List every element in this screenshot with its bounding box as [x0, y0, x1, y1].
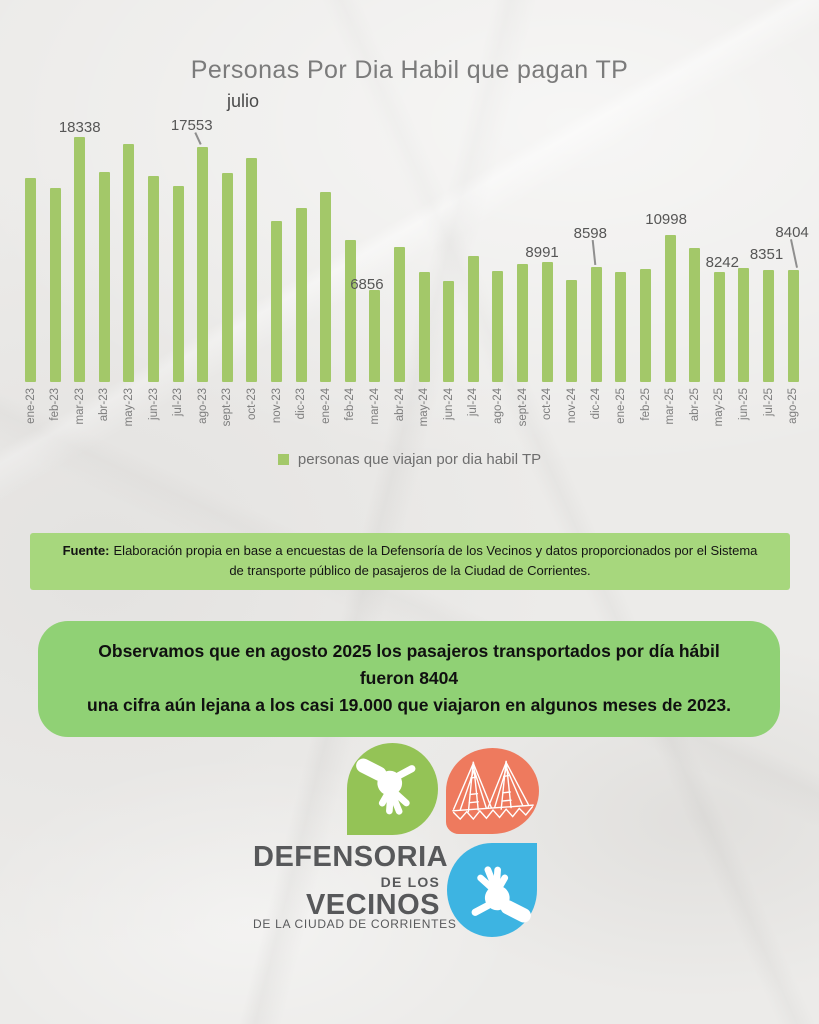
chart-title: Personas Por Dia Habil que pagan TP [190, 56, 629, 84]
bar-chart: ene-23 feb-23 mar-23 abr-23 may-23 jun-23 jul-… [18, 117, 810, 450]
bar-dic-23 [295, 208, 307, 382]
x-axis-label-feb-23: feb-23 [49, 388, 62, 421]
bar-abr-23 [98, 172, 110, 382]
x-axis-label-jun-24: jun-24 [442, 388, 455, 420]
x-axis-label-ago-23: ago-23 [196, 388, 209, 424]
logo-line-defensoria: DEFENSORIA [253, 841, 449, 873]
bar-oct-23 [246, 158, 258, 382]
legend-swatch [277, 454, 289, 465]
bar-feb-25 [640, 269, 651, 382]
x-axis-label-abr-24: abr-24 [393, 388, 406, 422]
data-label-oct-24: 8991 [525, 244, 559, 261]
callout-text-after: una cifra aún lejana a los casi 19.000 q… [87, 695, 731, 716]
data-label-mar-24: 6856 [350, 276, 384, 293]
x-axis-label-jun-25: jun-25 [737, 388, 750, 420]
bar-abr-24 [394, 247, 405, 382]
source-text: Elaboración propia en base a encuestas d… [113, 543, 758, 579]
data-label-ago-25: 8404 [775, 224, 809, 241]
x-axis-label-sept-23: sept-23 [221, 388, 234, 427]
x-axis-label-abr-23: abr-23 [98, 388, 111, 422]
hand-icon [471, 866, 531, 923]
x-axis-label-ago-24: ago-24 [491, 388, 504, 424]
bar-may-25 [713, 272, 725, 382]
x-axis-label-feb-24: feb-24 [344, 388, 357, 421]
logo-line-de-los: DE LOS [380, 874, 440, 890]
x-axis-label-oct-23: oct-23 [245, 388, 258, 420]
bar-jun-24 [443, 281, 455, 382]
bar-mar-24 [369, 290, 381, 382]
logo-line-ciudad: DE LA CIUDAD DE CORRIENTES [253, 917, 457, 931]
bar-feb-23 [49, 188, 61, 382]
observation-callout: Observamos que en agosto 2025 los pasaje… [38, 621, 780, 738]
bar-mar-23 [74, 137, 86, 382]
bar-dic-24 [590, 267, 602, 382]
x-axis-label-jul-24: jul-24 [467, 388, 480, 417]
chart-legend: personas que viajan por dia habil TP [0, 451, 819, 468]
x-axis-label-jul-25: jul-25 [762, 388, 775, 417]
data-label-mar-25: 10998 [645, 211, 687, 228]
x-axis-label-ene-23: ene-23 [24, 388, 37, 424]
x-axis-label-mar-23: mar-23 [73, 388, 86, 425]
callout-highlight-value: 8404 [419, 668, 459, 689]
bar-oct-24 [541, 262, 553, 382]
x-axis-label-abr-25: abr-25 [688, 388, 701, 422]
source-note: Fuente: Elaboración propia en base a encu… [30, 533, 790, 591]
x-axis-label-ene-25: ene-25 [614, 388, 627, 424]
x-axis-label-feb-25: feb-25 [639, 388, 652, 421]
bar-may-24 [418, 272, 430, 382]
bar-nov-24 [566, 280, 578, 382]
bar-jul-25 [763, 270, 774, 382]
data-label-may-25: 8242 [705, 254, 739, 271]
bar-feb-24 [344, 240, 356, 382]
x-axis-label-ago-25: ago-25 [787, 388, 800, 424]
bar-ene-24 [320, 192, 332, 382]
bridge-icon [452, 760, 534, 821]
x-axis-label-jun-23: jun-23 [147, 388, 160, 420]
x-axis-label-mar-24: mar-24 [368, 388, 381, 425]
bar-ago-25 [787, 270, 799, 382]
hand-icon [356, 758, 416, 815]
x-axis-label-mar-25: mar-25 [664, 388, 677, 425]
label-leader-ago-23 [194, 132, 202, 145]
bar-jun-23 [148, 176, 159, 382]
bar-may-23 [123, 144, 135, 382]
bar-sept-24 [517, 264, 528, 382]
logo-line-vecinos: VECINOS [305, 889, 440, 921]
legend-label: personas que viajan por dia habil TP [297, 451, 542, 468]
label-leader-dic-24 [591, 239, 597, 266]
x-axis-label-dic-23: dic-23 [295, 388, 308, 420]
bar-ene-25 [615, 272, 627, 382]
logo-wordmark: DEFENSORIA DE LOS VECINOS [253, 841, 449, 921]
x-axis-label-sept-24: sept-24 [516, 388, 529, 427]
x-axis-label-jul-23: jul-23 [172, 388, 185, 417]
bar-sept-23 [221, 173, 233, 382]
x-axis-label-may-25: may-25 [713, 388, 726, 427]
x-axis-label-nov-23: nov-23 [270, 388, 283, 424]
x-axis-label-may-23: may-23 [122, 388, 135, 427]
bar-ene-23 [25, 178, 36, 382]
x-axis-label-nov-24: nov-24 [565, 388, 578, 424]
data-label-ago-23: 17553 [170, 117, 213, 134]
bar-abr-25 [689, 248, 701, 382]
x-axis-label-may-24: may-24 [418, 388, 431, 427]
bar-ago-24 [492, 271, 504, 382]
chart-annotation-julio: julio [227, 91, 260, 111]
bar-mar-25 [664, 235, 676, 382]
bar-ago-23 [197, 147, 209, 382]
data-label-mar-23: 18338 [58, 119, 101, 136]
bar-nov-23 [271, 221, 282, 382]
bar-jul-24 [467, 256, 479, 382]
callout-text-before: Observamos que en agosto 2025 los pasaje… [98, 641, 720, 689]
data-label-jul-25: 8351 [749, 246, 784, 263]
x-axis-label-ene-24: ene-24 [319, 388, 332, 424]
x-axis-label-oct-24: oct-24 [541, 388, 554, 420]
bar-jul-23 [172, 186, 184, 382]
x-axis-label-dic-24: dic-24 [590, 388, 603, 420]
bar-jun-25 [738, 268, 750, 382]
source-prefix: Fuente: [62, 543, 110, 558]
data-label-dic-24: 8598 [573, 225, 607, 242]
